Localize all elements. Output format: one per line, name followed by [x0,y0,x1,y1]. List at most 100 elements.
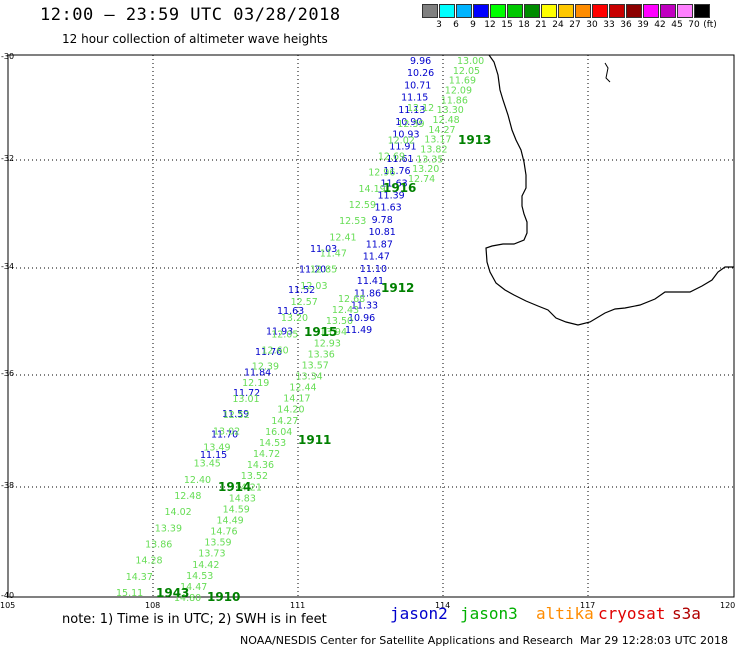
legend-unit: (ft) [703,20,717,30]
pass-number-label: 1943 [156,586,189,600]
wave-height-label: 11.15 [401,93,428,104]
map-subtitle: 12 hour collection of altimeter wave hei… [62,32,328,46]
wave-height-label: 12.12 [407,103,434,114]
wave-height-label: 13.45 [194,459,221,470]
wave-height-label: 12.59 [349,200,376,211]
wave-height-label: 14.59 [223,504,250,515]
wave-height-label: 12.96 [368,168,395,179]
wave-height-label: 14.42 [192,560,219,571]
wave-height-label: 11.49 [345,325,372,336]
wave-height-label: 11.70 [211,429,238,440]
wave-height-label: 11.63 [381,178,408,189]
pass-number-label: 1910 [207,590,240,604]
legend-swatch [643,4,659,18]
legend-label: 24 [552,20,564,30]
wave-height-label: 13.35 [416,154,443,165]
legend-label: 21 [535,20,547,30]
satellite-name: jason2 [390,604,448,623]
legend-swatch [490,4,506,18]
wave-height-label: 14.47 [180,582,207,593]
wave-height-label: 13.01 [232,394,259,405]
legend-label: 18 [518,20,530,30]
wave-height-label: 14.27 [428,125,455,136]
wave-height-label: 13.59 [204,538,231,549]
legend-swatch [575,4,591,18]
wave-height-label: 10.71 [404,81,431,92]
legend-label: 39 [637,20,649,30]
wave-height-label: 11.15 [200,450,227,461]
wave-height-label: 11.91 [389,142,416,153]
legend-swatch [609,4,625,18]
wave-height-label: 11.86 [354,288,381,299]
wave-height-label: 11.76 [383,166,410,177]
wave-height-label: 11.52 [288,285,315,296]
island-outline [604,62,611,83]
wave-height-label: 14.21 [235,482,262,493]
longitude-label: 111 [290,601,306,610]
latitude-label: -40 [1,591,15,600]
legend-label: 33 [603,20,615,30]
wave-height-label: 12.19 [242,378,269,389]
wave-height-label: 14.19 [359,184,386,195]
wave-height-label: 14.49 [217,516,244,527]
longitude-label: 120 [720,601,736,610]
wave-height-label: 13.20 [281,313,308,324]
pass-number-label: 1916 [383,181,416,195]
legend-label: 27 [569,20,581,30]
wave-height-label: 12.44 [289,383,316,394]
legend-label: 15 [501,20,513,30]
wave-height-label: 10.96 [348,313,375,324]
legend-labels: 3 6 9 12 15 18 21 24 27 30 33 36 39 42 45 70 (ft) [422,18,717,32]
wave-height-label: 11.59 [222,409,249,420]
wave-height-label: 14.53 [186,571,213,582]
wave-height-label: 11.76 [255,347,282,358]
map-frame [7,54,735,598]
wave-height-label: 13.02 [213,426,240,437]
australia-coastline [485,54,734,326]
wave-height-label: 12.39 [252,362,279,373]
wave-height-label: 14.28 [135,556,162,567]
longitude-label: 114 [435,601,451,610]
wave-height-label: 14.17 [283,394,310,405]
wave-height-label: 11.41 [357,276,384,287]
wave-height-label: 14.72 [253,449,280,460]
graticule [8,55,734,597]
longitude-label: 105 [0,601,16,610]
legend-swatch [541,4,557,18]
wave-height-label: 12.68 [338,294,365,305]
wave-height-label: 12.48 [433,115,460,126]
longitude-label: 117 [580,601,596,610]
legend-swatches [422,4,711,18]
wave-height-label: 15.11 [116,588,143,599]
latitude-label: -30 [1,52,15,61]
wave-height-label: 12.39 [397,119,424,130]
wave-height-label: 11.20 [299,265,326,276]
wave-height-label: 10.26 [407,68,434,79]
wave-height-label: 13.57 [302,360,329,371]
wave-height-label: 11.69 [449,76,476,87]
wave-height-label: 12.57 [291,297,318,308]
footnote: note: 1) Time is in UTC; 2) SWH is in fe… [62,612,327,627]
legend-label: 9 [470,20,476,30]
legend-label: 6 [453,20,459,30]
wave-height-label: 13.17 [424,135,451,146]
wave-height-label: 13.94 [320,327,347,338]
wave-height-label: 11.86 [441,95,468,106]
legend-swatch [439,4,455,18]
wave-height-label: 11.10 [360,264,387,275]
wave-height-label: 13.39 [155,523,182,534]
wave-height-label: 11.39 [378,191,405,202]
wave-height-label: 12.05 [271,329,298,340]
legend-swatch [456,4,472,18]
latitude-label: -32 [1,154,15,163]
wave-height-label: 11.47 [320,249,347,260]
pass-number-label: 1912 [381,281,414,295]
wave-height-label: 11.72 [233,388,260,399]
legend-swatch [694,4,710,18]
legend-label: 36 [620,20,632,30]
wave-height-label: 12.40 [184,475,211,486]
wave-height-label: 12.41 [329,232,356,243]
latitude-label: -36 [1,369,15,378]
wave-height-label: 13.30 [437,105,464,116]
